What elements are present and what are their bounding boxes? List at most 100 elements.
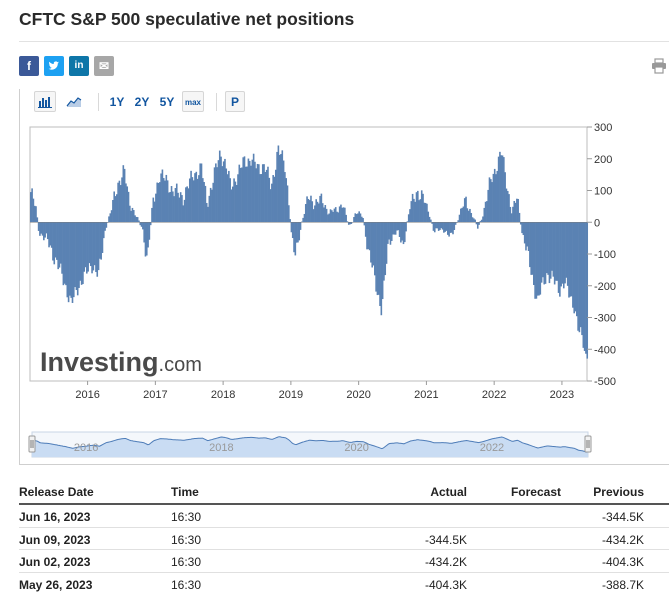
bar-mark[interactable] (521, 222, 523, 234)
bar-mark[interactable] (251, 159, 254, 223)
bar-mark[interactable] (565, 222, 568, 278)
bar-mark[interactable] (237, 174, 239, 223)
bar-mark[interactable] (118, 180, 121, 223)
bar-mark[interactable] (493, 168, 496, 223)
bar-mark[interactable] (226, 174, 229, 223)
bar-mark[interactable] (250, 165, 252, 223)
bar-mark[interactable] (546, 222, 548, 274)
bar-mark[interactable] (561, 222, 564, 284)
bar-mark[interactable] (495, 174, 497, 223)
bar-mark[interactable] (235, 184, 238, 223)
bar-mark[interactable] (394, 222, 397, 235)
bar-mark[interactable] (215, 163, 217, 223)
bar-mark[interactable] (153, 201, 156, 223)
bar-mark[interactable] (185, 187, 187, 223)
bar-mark[interactable] (280, 153, 282, 223)
popout-button[interactable]: P (225, 91, 245, 112)
bar-mark[interactable] (331, 210, 333, 223)
bar-mark[interactable] (307, 198, 310, 223)
bar-mark[interactable] (570, 222, 573, 297)
bar-mark[interactable] (435, 222, 437, 229)
bar-mark[interactable] (233, 178, 235, 223)
bar-mark[interactable] (538, 222, 540, 296)
bar-mark[interactable] (334, 207, 337, 223)
bar-mark[interactable] (134, 215, 136, 223)
bar-mark[interactable] (471, 217, 474, 223)
bar-mark[interactable] (341, 207, 344, 223)
bar-mark[interactable] (551, 222, 553, 271)
bar-mark[interactable] (413, 198, 415, 223)
bar-mark[interactable] (506, 190, 509, 223)
bar-mark[interactable] (529, 222, 531, 268)
bar-mark[interactable] (145, 222, 148, 256)
bar-mark[interactable] (230, 189, 233, 223)
bar-mark[interactable] (418, 200, 420, 223)
bar-mark[interactable] (540, 222, 543, 283)
bar-mark[interactable] (576, 222, 578, 317)
bar-mark[interactable] (379, 222, 381, 306)
bar-mark[interactable] (165, 174, 168, 223)
bar-mark[interactable] (179, 192, 182, 223)
bar-mark[interactable] (125, 183, 127, 223)
bar-mark[interactable] (247, 158, 250, 223)
bar-mark[interactable] (512, 206, 514, 223)
bar-mark[interactable] (220, 156, 222, 223)
bar-mark[interactable] (41, 222, 44, 236)
bar-mark[interactable] (30, 192, 32, 223)
bar-mark[interactable] (198, 175, 200, 223)
bar-mark[interactable] (202, 178, 204, 223)
bar-mark[interactable] (273, 176, 276, 223)
bar-mark[interactable] (285, 178, 288, 223)
bar-mark[interactable] (428, 216, 431, 223)
bar-mark[interactable] (161, 169, 164, 223)
navigator-handle[interactable] (584, 435, 592, 453)
bar-mark[interactable] (363, 222, 366, 226)
bar-mark[interactable] (172, 191, 174, 223)
bar-mark[interactable] (526, 222, 529, 247)
bar-mark[interactable] (156, 182, 158, 223)
bar-mark[interactable] (544, 222, 547, 284)
bar-mark[interactable] (439, 222, 441, 230)
bar-mark[interactable] (216, 167, 218, 223)
bar-mark[interactable] (281, 150, 284, 223)
bar-mark[interactable] (67, 222, 70, 303)
bar-mark[interactable] (448, 222, 450, 237)
bar-mark[interactable] (552, 222, 555, 277)
bar-mark[interactable] (568, 222, 570, 298)
bar-mark[interactable] (241, 167, 243, 223)
bar-mark[interactable] (371, 222, 374, 268)
bar-mark[interactable] (221, 166, 224, 223)
email-share-button[interactable]: ✉ (94, 56, 114, 76)
bar-mark[interactable] (76, 222, 79, 296)
bar-mark[interactable] (264, 171, 267, 223)
bar-mark[interactable] (469, 208, 471, 223)
bar-mark[interactable] (505, 188, 508, 223)
bar-mark[interactable] (37, 222, 40, 231)
navigator-handle[interactable] (28, 435, 36, 453)
bar-mark[interactable] (228, 170, 230, 223)
bar-mark[interactable] (32, 198, 35, 223)
bar-mark[interactable] (298, 222, 301, 241)
bar-mark[interactable] (467, 210, 470, 223)
bar-mark[interactable] (415, 192, 418, 223)
bar-mark[interactable] (213, 167, 216, 223)
bar-mark[interactable] (405, 222, 407, 232)
bar-mark[interactable] (536, 222, 539, 296)
bar-mark[interactable] (342, 207, 345, 223)
bar-mark[interactable] (431, 222, 433, 224)
bar-mark[interactable] (195, 171, 198, 223)
bar-mark[interactable] (316, 201, 319, 223)
bar-mark[interactable] (362, 218, 364, 223)
bar-mark[interactable] (346, 221, 349, 223)
bar-mark[interactable] (533, 222, 535, 286)
bar-mark[interactable] (286, 185, 289, 223)
bar-mark[interactable] (534, 222, 536, 299)
bar-mark[interactable] (501, 155, 504, 223)
bar-mark[interactable] (390, 222, 393, 241)
bar-mark[interactable] (126, 186, 129, 223)
bar-mark[interactable] (581, 222, 583, 336)
bar-mark[interactable] (574, 222, 577, 312)
bar-mark[interactable] (503, 157, 505, 223)
bar-mark[interactable] (389, 222, 392, 245)
bar-mark[interactable] (248, 160, 251, 223)
